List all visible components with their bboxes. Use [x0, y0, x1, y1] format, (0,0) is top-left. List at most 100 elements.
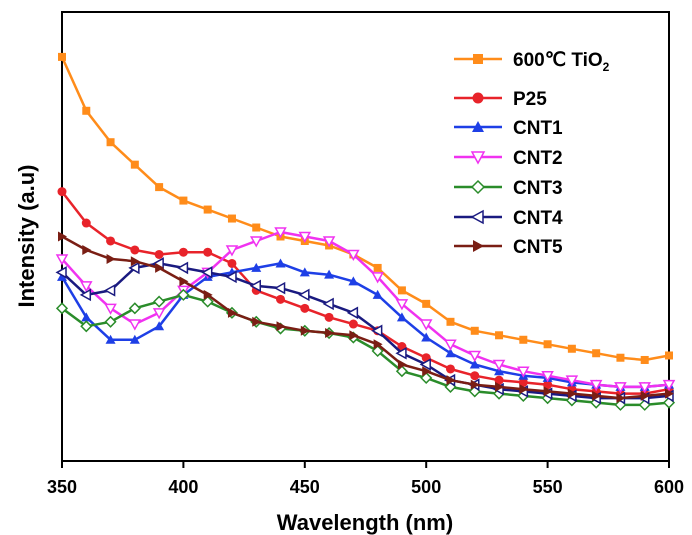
data-point-600-tio2-350 — [58, 52, 66, 61]
legend-item-cnt4: CNT4 — [454, 208, 563, 229]
legend-item-cnt2: CNT2 — [454, 148, 563, 169]
data-point-600-tio2-540 — [519, 335, 528, 344]
data-point-cnt2-570 — [589, 379, 603, 392]
data-point-cnt5-530 — [495, 381, 505, 392]
data-point-600-tio2-590 — [640, 355, 649, 364]
legend-label: CNT1 — [513, 118, 563, 139]
data-point-cnt2-380 — [128, 319, 142, 331]
data-point-cnt5-380 — [130, 256, 140, 267]
data-point-cnt5-350 — [58, 231, 67, 242]
data-point-p25-450 — [300, 303, 310, 313]
data-point-cnt2-440 — [274, 227, 287, 239]
data-point-cnt2-500 — [419, 319, 433, 331]
data-point-cnt2-490 — [395, 299, 409, 311]
data-point-cnt5-570 — [592, 390, 602, 401]
data-point-cnt4-380 — [128, 261, 140, 275]
data-point-cnt1-500 — [421, 332, 432, 342]
data-point-cnt4-450 — [298, 288, 310, 302]
data-point-cnt5-420 — [227, 307, 237, 318]
legend-swatch-marker — [472, 121, 484, 132]
data-point-cnt2-520 — [468, 350, 482, 363]
data-point-p25-400 — [178, 247, 188, 257]
data-point-600-tio2-500 — [422, 299, 431, 308]
data-point-p25-530 — [494, 375, 504, 385]
data-point-600-tio2-530 — [495, 331, 504, 340]
data-point-600-tio2-420 — [227, 214, 236, 223]
legend-swatch-marker — [473, 54, 483, 64]
data-point-cnt1-460 — [324, 269, 335, 279]
data-point-cnt3-370 — [104, 315, 117, 328]
data-point-cnt1-470 — [348, 276, 359, 286]
data-point-p25-550 — [543, 380, 553, 390]
data-point-cnt5-560 — [567, 388, 577, 399]
data-point-cnt1-450 — [299, 267, 310, 277]
data-point-cnt1-480 — [372, 289, 383, 299]
data-point-cnt3-400 — [177, 288, 190, 301]
data-point-600-tio2-550 — [543, 340, 552, 349]
data-point-cnt2-530 — [492, 359, 506, 372]
series-line-cnt2 — [61, 230, 670, 389]
data-point-p25-460 — [324, 312, 334, 322]
data-point-cnt4-460 — [322, 297, 334, 311]
data-point-p25-410 — [203, 247, 213, 257]
series-line-cnt1 — [60, 262, 670, 389]
data-point-cnt5-460 — [325, 328, 335, 339]
legend-item-cnt5: CNT5 — [454, 237, 563, 258]
data-point-cnt5-520 — [470, 379, 480, 390]
data-point-cnt3-500 — [420, 371, 433, 384]
data-point-cnt2-420 — [225, 245, 239, 257]
x-tick-label-600: 600 — [654, 477, 684, 497]
data-point-cnt5-440 — [276, 321, 286, 332]
data-point-cnt2-560 — [565, 375, 579, 387]
data-point-p25-350 — [57, 187, 67, 197]
data-point-cnt2-580 — [614, 382, 627, 394]
data-point-cnt5-580 — [616, 393, 626, 404]
legend-swatch-marker — [472, 92, 484, 104]
series-line-cnt5 — [61, 235, 670, 400]
series-p25 — [57, 187, 674, 399]
data-point-cnt4-410 — [201, 266, 213, 279]
legend-swatch-marker — [470, 179, 486, 195]
data-point-cnt1-430 — [251, 262, 262, 272]
data-point-cnt3-350 — [55, 302, 69, 315]
legend-item-cnt1: CNT1 — [454, 118, 563, 139]
series-cnt2 — [55, 227, 676, 394]
data-point-cnt3-380 — [128, 302, 141, 315]
data-point-p25-370 — [106, 236, 116, 246]
legend: 600℃ TiO2 P25 CNT1 CNT2 CNT3 CNT4 CNT5 — [454, 50, 610, 258]
series-line-600-tio2 — [60, 56, 670, 362]
data-point-cnt4-430 — [249, 279, 261, 293]
x-tick-label-350: 350 — [47, 477, 77, 497]
data-point-600-tio2-520 — [470, 326, 479, 335]
data-point-600-tio2-510 — [446, 317, 455, 326]
data-point-cnt2-550 — [541, 370, 554, 383]
data-point-cnt1-350 — [57, 271, 67, 281]
data-point-cnt4-480 — [371, 324, 383, 338]
data-point-cnt2-360 — [80, 281, 93, 293]
legend-label: CNT4 — [513, 208, 563, 229]
data-point-600-tio2-370 — [106, 138, 115, 147]
series-cnt1 — [57, 258, 674, 391]
data-point-p25-510 — [445, 364, 455, 374]
data-point-cnt5-590 — [640, 390, 650, 401]
data-point-cnt3-410 — [201, 295, 214, 308]
data-point-cnt5-370 — [106, 253, 116, 264]
x-tick-label-450: 450 — [290, 477, 320, 497]
data-point-cnt4-500 — [419, 358, 431, 371]
data-point-600-tio2-490 — [397, 286, 406, 295]
legend-item-600-tio2: 600℃ TiO2 — [454, 50, 610, 74]
data-point-cnt5-390 — [155, 262, 165, 273]
data-point-cnt5-500 — [422, 366, 432, 377]
data-point-cnt4-440 — [273, 281, 286, 295]
data-point-cnt2-470 — [347, 249, 360, 262]
data-point-cnt2-540 — [517, 366, 530, 378]
data-point-p25-390 — [154, 249, 164, 259]
legend-swatch-marker — [470, 209, 484, 225]
legend-item-p25: P25 — [454, 89, 547, 110]
data-point-600-tio2-480 — [373, 263, 382, 272]
data-point-cnt5-430 — [252, 316, 262, 327]
data-point-p25-540 — [518, 377, 528, 387]
data-point-600-tio2-410 — [203, 205, 212, 214]
data-point-cnt5-550 — [543, 386, 553, 397]
